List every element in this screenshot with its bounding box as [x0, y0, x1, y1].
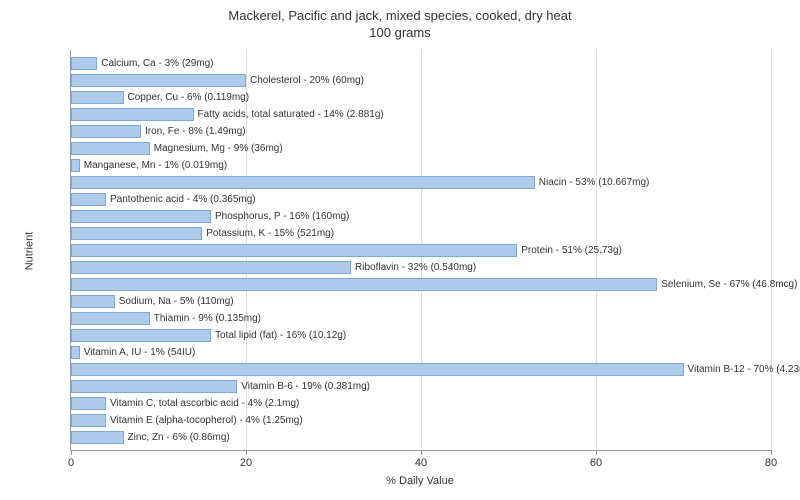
x-axis-title: % Daily Value	[386, 475, 454, 487]
bar-label: Copper, Cu - 6% (0.119mg)	[128, 91, 250, 104]
bar-label: Niacin - 53% (10.667mg)	[539, 176, 650, 189]
x-tick	[771, 450, 772, 455]
bar-label: Iron, Fe - 8% (1.49mg)	[145, 125, 246, 138]
x-tick	[71, 450, 72, 455]
x-tick	[596, 450, 597, 455]
bar-label: Vitamin C, total ascorbic acid - 4% (2.1…	[110, 397, 299, 410]
x-tick	[421, 450, 422, 455]
y-axis-title: Nutrient	[23, 232, 35, 271]
bar	[71, 244, 517, 257]
bar	[71, 142, 150, 155]
bar-label: Vitamin B-6 - 19% (0.381mg)	[241, 380, 370, 393]
bar	[71, 74, 246, 87]
gridline	[771, 50, 772, 450]
bar	[71, 261, 351, 274]
bar	[71, 295, 115, 308]
bar	[71, 176, 535, 189]
bar	[71, 159, 80, 172]
bar-label: Manganese, Mn - 1% (0.019mg)	[84, 159, 227, 172]
bar	[71, 414, 106, 427]
bar-label: Vitamin E (alpha-tocopherol) - 4% (1.25m…	[110, 414, 303, 427]
x-tick	[246, 450, 247, 455]
bar-label: Vitamin B-12 - 70% (4.23mcg)	[688, 363, 800, 376]
bar-label: Protein - 51% (25.73g)	[521, 244, 622, 257]
bar-label: Potassium, K - 15% (521mg)	[206, 227, 334, 240]
bar	[71, 397, 106, 410]
bar-label: Zinc, Zn - 6% (0.86mg)	[128, 431, 230, 444]
bar	[71, 346, 80, 359]
bar-label: Riboflavin - 32% (0.540mg)	[355, 261, 476, 274]
bar	[71, 278, 657, 291]
chart-title-line2: 100 grams	[369, 25, 430, 40]
bar	[71, 312, 150, 325]
bar-label: Sodium, Na - 5% (110mg)	[119, 295, 234, 308]
bar-label: Selenium, Se - 67% (46.8mcg)	[661, 278, 797, 291]
nutrient-chart: Mackerel, Pacific and jack, mixed specie…	[0, 0, 800, 500]
bar-label: Fatty acids, total saturated - 14% (2.88…	[198, 108, 384, 121]
bar	[71, 380, 237, 393]
bar-label: Total lipid (fat) - 16% (10.12g)	[215, 329, 346, 342]
bar-label: Pantothenic acid - 4% (0.365mg)	[110, 193, 256, 206]
bar	[71, 431, 124, 444]
x-tick-label: 40	[415, 457, 427, 469]
chart-title-line1: Mackerel, Pacific and jack, mixed specie…	[228, 8, 571, 23]
chart-title: Mackerel, Pacific and jack, mixed specie…	[0, 0, 800, 42]
bar	[71, 108, 194, 121]
bar	[71, 193, 106, 206]
bar	[71, 125, 141, 138]
bar	[71, 91, 124, 104]
bar-label: Vitamin A, IU - 1% (54IU)	[84, 346, 196, 359]
bar	[71, 363, 684, 376]
plot-area: 020406080Calcium, Ca - 3% (29mg)Choleste…	[70, 50, 771, 451]
x-tick-label: 80	[765, 457, 777, 469]
bar	[71, 329, 211, 342]
bar	[71, 227, 202, 240]
x-tick-label: 0	[68, 457, 74, 469]
x-tick-label: 20	[240, 457, 252, 469]
bar	[71, 57, 97, 70]
bar-label: Magnesium, Mg - 9% (36mg)	[154, 142, 283, 155]
x-tick-label: 60	[590, 457, 602, 469]
bar-label: Phosphorus, P - 16% (160mg)	[215, 210, 349, 223]
bar-label: Thiamin - 9% (0.135mg)	[154, 312, 261, 325]
bar-label: Cholesterol - 20% (60mg)	[250, 74, 364, 87]
bar-label: Calcium, Ca - 3% (29mg)	[101, 57, 213, 70]
bar	[71, 210, 211, 223]
